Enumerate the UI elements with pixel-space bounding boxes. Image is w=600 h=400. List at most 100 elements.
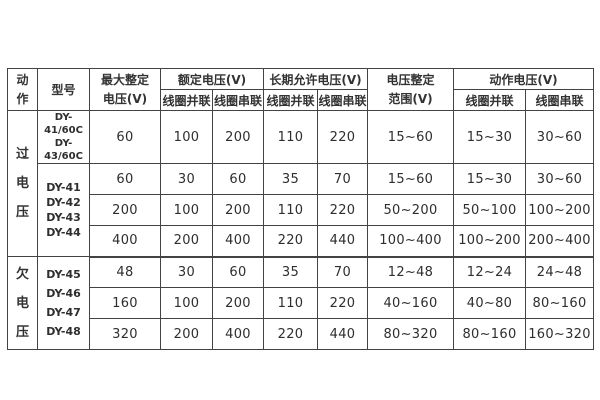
value-cell: 48 bbox=[89, 256, 161, 288]
table-row: 200 100 200 110 220 50~200 50~100 100~20… bbox=[8, 194, 594, 226]
header-longterm-coil-series: 线圈串联 bbox=[317, 89, 368, 111]
value-cell: 70 bbox=[317, 256, 368, 288]
header-action-label: 动作 bbox=[16, 72, 29, 106]
header-max-setting-voltage: 最大整定 电压(V) bbox=[89, 68, 161, 111]
header-row-top: 动作 型号 最大整定 电压(V) 额定电压(V) 长期允许电压(V) 电压整定 … bbox=[7, 68, 594, 111]
value-cell: 30 bbox=[160, 256, 213, 288]
value-cell: 100~400 bbox=[367, 225, 454, 258]
value-cell: 15~30 bbox=[453, 110, 526, 164]
value-cell: 24~48 bbox=[525, 256, 594, 288]
value-cell: 200 bbox=[89, 194, 161, 226]
value-cell: 100~200 bbox=[453, 225, 526, 258]
value-cell: 80~160 bbox=[453, 318, 526, 350]
value-cell: 40~80 bbox=[453, 287, 526, 319]
value-cell: 160 bbox=[89, 287, 161, 319]
value-cell: 30~60 bbox=[525, 110, 594, 164]
table-row: 160 100 200 110 220 40~160 40~80 80~160 bbox=[8, 287, 594, 319]
value-cell: 60 bbox=[212, 163, 264, 195]
model-cell-dy41-60c: DY-41/60C DY-43/60C bbox=[37, 110, 90, 164]
value-cell: 220 bbox=[317, 110, 368, 164]
value-cell: 15~60 bbox=[367, 110, 454, 164]
value-cell: 100 bbox=[160, 110, 213, 164]
value-cell: 12~24 bbox=[453, 256, 526, 288]
header-longterm-voltage: 长期允许电压(V) bbox=[263, 68, 368, 90]
value-cell: 440 bbox=[317, 318, 368, 350]
section-overvoltage-label: 过电压 bbox=[15, 147, 29, 220]
value-cell: 200 bbox=[160, 225, 213, 258]
model-label: DY-43 bbox=[46, 211, 81, 224]
value-cell: 200 bbox=[212, 194, 264, 226]
header-operate-voltage: 动作电压(V) bbox=[453, 68, 594, 90]
value-cell: 50~200 bbox=[367, 194, 454, 226]
value-cell: 70 bbox=[317, 163, 368, 195]
value-cell: 35 bbox=[263, 163, 318, 195]
header-max-setting-line1: 最大整定 bbox=[100, 72, 149, 87]
value-cell: 50~100 bbox=[453, 194, 526, 226]
value-cell: 160~320 bbox=[525, 318, 594, 350]
header-model: 型号 bbox=[37, 68, 90, 111]
value-cell: 15~30 bbox=[453, 163, 526, 195]
section-overvoltage: 过电压 bbox=[7, 110, 38, 257]
value-cell: 40~160 bbox=[367, 287, 454, 319]
value-cell: 60 bbox=[89, 110, 161, 164]
header-rated-coil-parallel: 线圈并联 bbox=[160, 89, 213, 111]
table-row: 320 200 400 220 440 80~320 80~160 160~32… bbox=[8, 318, 594, 350]
value-cell: 100 bbox=[160, 287, 213, 319]
value-cell: 30 bbox=[160, 163, 213, 195]
relay-spec-table: 动作 型号 最大整定 电压(V) 额定电压(V) 长期允许电压(V) 电压整定 … bbox=[7, 68, 594, 350]
table-row: DY-41 DY-42 DY-43 DY-44 60 30 60 35 70 1… bbox=[8, 163, 594, 257]
value-cell: 400 bbox=[89, 225, 161, 258]
value-cell: 440 bbox=[317, 225, 368, 258]
value-cell: 110 bbox=[263, 194, 318, 226]
value-cell: 100~200 bbox=[525, 194, 594, 226]
value-cell: 60 bbox=[89, 163, 161, 195]
value-cell: 80~320 bbox=[367, 318, 454, 350]
model-label: DY-48 bbox=[46, 325, 81, 338]
value-cell: 110 bbox=[263, 110, 318, 164]
value-cell: 100 bbox=[160, 194, 213, 226]
section-undervoltage: 欠电压 bbox=[7, 256, 38, 350]
value-cell: 200 bbox=[212, 110, 264, 164]
header-operate-coil-series: 线圈串联 bbox=[525, 89, 594, 111]
table-row: 欠电压 DY-45 DY-46 DY-47 DY-48 48 30 60 35 … bbox=[7, 256, 594, 350]
value-cell: 200 bbox=[160, 318, 213, 350]
value-cell: 60 bbox=[212, 256, 264, 288]
header-rated-voltage: 额定电压(V) bbox=[160, 68, 264, 90]
model-label: DY-42 bbox=[46, 196, 81, 209]
header-setting-range-line2: 范围(V) bbox=[388, 91, 433, 106]
model-cell-dy45-48: DY-45 DY-46 DY-47 DY-48 bbox=[37, 256, 90, 350]
model-label: DY-45 bbox=[46, 268, 81, 281]
value-cell: 110 bbox=[263, 287, 318, 319]
header-setting-range-line1: 电压整定 bbox=[386, 72, 435, 87]
header-operate-coil-parallel: 线圈并联 bbox=[453, 89, 526, 111]
section-undervoltage-label: 欠电压 bbox=[15, 266, 29, 340]
value-cell: 15~60 bbox=[367, 163, 454, 195]
model-label: DY-46 bbox=[46, 287, 81, 300]
model-label: DY-41/60C bbox=[44, 112, 83, 136]
value-cell: 220 bbox=[317, 194, 368, 226]
header-longterm-coil-parallel: 线圈并联 bbox=[263, 89, 318, 111]
model-label: DY-47 bbox=[46, 306, 81, 319]
value-cell: 35 bbox=[263, 256, 318, 288]
value-cell: 220 bbox=[263, 225, 318, 258]
value-cell: 320 bbox=[89, 318, 161, 350]
value-cell: 30~60 bbox=[525, 163, 594, 195]
value-cell: 200 bbox=[212, 287, 264, 319]
table-row: 400 200 400 220 440 100~400 100~200 200~… bbox=[8, 225, 594, 258]
table-row: 过电压 DY-41/60C DY-43/60C 60 100 200 110 2… bbox=[7, 110, 594, 257]
value-cell: 80~160 bbox=[525, 287, 594, 319]
header-rated-coil-series: 线圈串联 bbox=[212, 89, 264, 111]
value-cell: 220 bbox=[263, 318, 318, 350]
header-setting-range: 电压整定 范围(V) bbox=[367, 68, 454, 111]
value-cell: 400 bbox=[212, 225, 264, 258]
model-label: DY-43/60C bbox=[44, 138, 83, 162]
header-max-setting-line2: 电压(V) bbox=[102, 91, 148, 106]
value-cell: 400 bbox=[212, 318, 264, 350]
model-label: DY-44 bbox=[46, 226, 81, 239]
header-action: 动作 bbox=[7, 68, 38, 111]
value-cell: 220 bbox=[317, 287, 368, 319]
header-row-sub: 线圈并联 线圈串联 线圈并联 线圈串联 线圈并联 线圈串联 bbox=[8, 89, 594, 111]
value-cell: 12~48 bbox=[367, 256, 454, 288]
value-cell: 200~400 bbox=[525, 225, 594, 258]
